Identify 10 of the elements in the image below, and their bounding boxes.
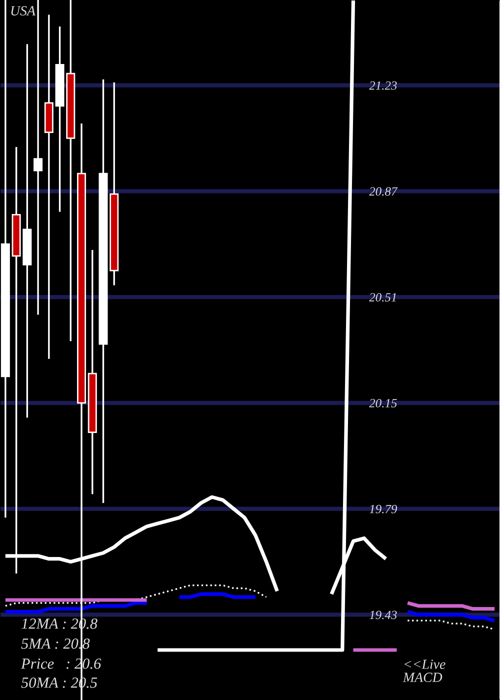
candlestick xyxy=(34,0,43,316)
annotation: USA xyxy=(11,6,36,16)
y-tick-label: 20.87 xyxy=(369,187,398,196)
candlestick xyxy=(44,14,54,360)
y-tick-label: 19.43 xyxy=(370,610,397,620)
annotation: <<Live MACD xyxy=(402,660,446,682)
y-tick-label: 20.51 xyxy=(369,293,396,302)
y-tick-label: 20.15 xyxy=(369,398,397,408)
y-tick-label: 19.79 xyxy=(370,504,398,514)
y-tick-label: 21.23 xyxy=(369,81,397,90)
